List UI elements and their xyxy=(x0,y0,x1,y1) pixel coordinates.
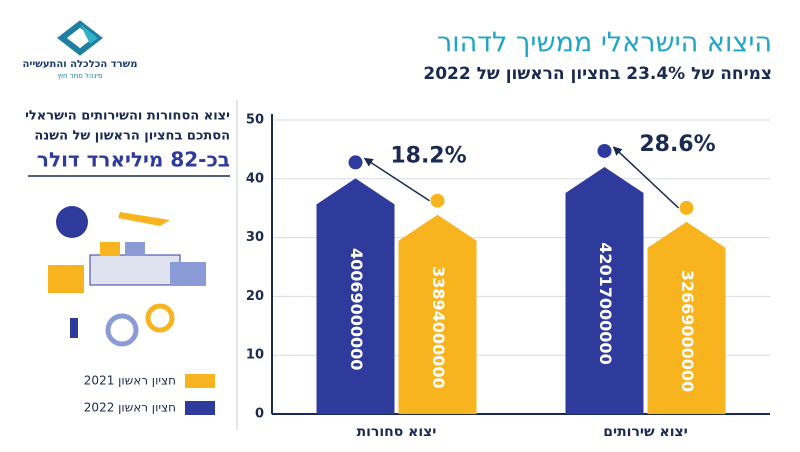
y-tick-label: 40 xyxy=(246,171,264,186)
bar xyxy=(647,221,726,414)
panel-highlight: בכ-82 מיליארד דולר xyxy=(37,148,230,172)
logo-icon xyxy=(57,20,103,56)
y-tick-label: 50 xyxy=(246,113,264,128)
y-tick-label: 0 xyxy=(255,407,264,422)
y-tick-label: 20 xyxy=(246,289,264,304)
panel-line: יצוא הסחורות והשירותים הישראלי xyxy=(25,109,230,124)
growth-label: 18.2% xyxy=(390,143,466,168)
bar xyxy=(316,178,395,414)
growth-arrow xyxy=(363,157,430,202)
value-label: 40069000000 xyxy=(347,248,366,370)
dot xyxy=(430,193,445,208)
logo-unit: מינהל סחר חוץ xyxy=(57,72,103,80)
growth-arrow xyxy=(612,146,680,209)
growth-label: 28.6% xyxy=(639,132,715,157)
bar xyxy=(398,214,477,414)
value-label: 32669000000 xyxy=(678,270,697,392)
y-tick-label: 30 xyxy=(246,230,264,245)
x-tick-label: יצוא סחורות xyxy=(357,424,437,440)
dot xyxy=(348,155,363,170)
x-tick-label: יצוא שירותים xyxy=(603,424,688,440)
dot xyxy=(597,143,612,158)
illustration xyxy=(48,206,206,347)
legend-label: חציון ראשון 2022 xyxy=(84,401,176,415)
legend-swatch xyxy=(185,374,215,388)
chart-title: היצוא הישראלי ממשיך לדהור xyxy=(437,28,772,59)
bar xyxy=(565,166,644,414)
legend-label: חציון ראשון 2021 xyxy=(84,374,176,388)
value-label: 42017000000 xyxy=(596,242,615,364)
logo-name: משרד הכלכלה והתעשייה xyxy=(23,59,138,70)
value-label: 33894000000 xyxy=(429,266,448,388)
legend-swatch xyxy=(185,401,215,415)
dot xyxy=(679,200,694,215)
panel-line: הסתכם בחציון הראשון של השנה xyxy=(34,129,230,144)
y-tick-label: 10 xyxy=(246,348,264,363)
chart-subtitle: צמיחה של 23.4% בחציון הראשון של 2022 xyxy=(423,64,772,84)
